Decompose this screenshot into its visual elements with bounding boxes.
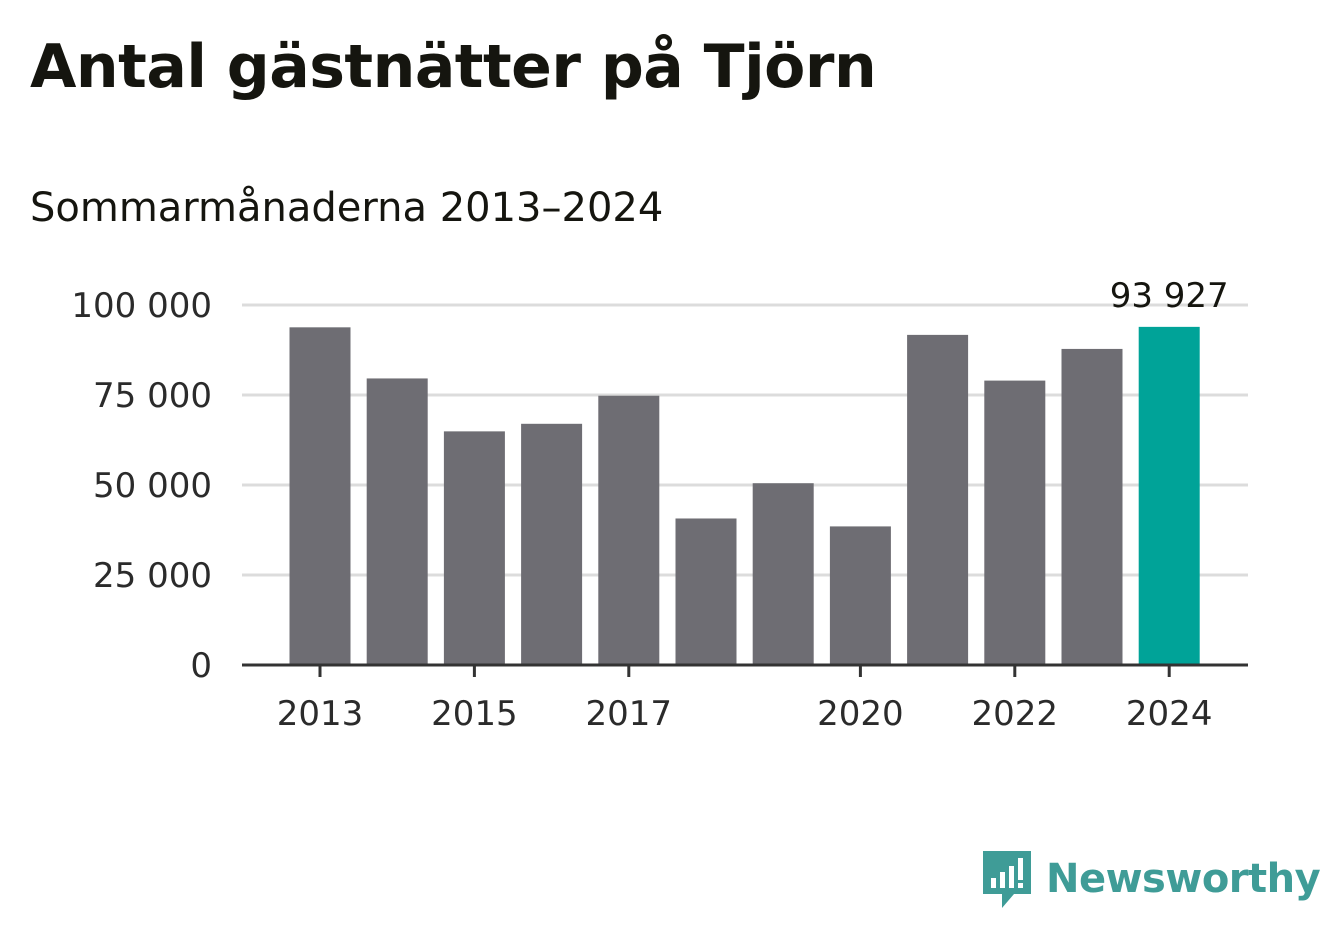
bar-2018: [675, 518, 737, 665]
x-tick-label: 2015: [431, 694, 518, 734]
brand-logo: Newsworthy: [980, 848, 1321, 910]
bar-2021: [907, 334, 969, 665]
labels: 0 25 000 50 000 75 000 100 000 2013 2015 2017 20…: [71, 276, 1228, 734]
bar-2023: [1061, 348, 1123, 665]
y-tick-label: 0: [190, 646, 212, 686]
chart-title: Antal gästnätter på Tjörn: [30, 32, 877, 102]
data-label-2024: 93 927: [1110, 276, 1229, 316]
bar-chart: 0 25 000 50 000 75 000 100 000 2013 2015 2017 20…: [71, 276, 1248, 734]
bar-2024: [1138, 326, 1200, 665]
newsworthy-logo-icon: [983, 851, 1031, 908]
bar-2017: [598, 395, 660, 665]
brand-name: Newsworthy: [1046, 856, 1321, 902]
chart-subtitle: Sommarmånaderna 2013–2024: [30, 185, 664, 231]
y-tick-label: 100 000: [71, 286, 212, 326]
x-tick-label: 2024: [1126, 694, 1213, 734]
bar-2022: [984, 380, 1046, 665]
bar-2015: [443, 431, 505, 665]
x-tick-label: 2020: [817, 694, 904, 734]
bar-2014: [366, 378, 428, 665]
x-tick-label: 2013: [277, 694, 364, 734]
bar-2019: [752, 483, 814, 665]
y-tick-label: 50 000: [93, 466, 212, 506]
bar-2020: [829, 526, 891, 665]
x-tick-label: 2022: [972, 694, 1059, 734]
y-tick-label: 25 000: [93, 556, 212, 596]
bars: [289, 326, 1200, 665]
bar-2016: [521, 423, 583, 665]
axes: [242, 663, 1248, 677]
bar-2013: [289, 327, 351, 665]
x-tick-label: 2017: [586, 694, 673, 734]
y-tick-label: 75 000: [93, 376, 212, 416]
